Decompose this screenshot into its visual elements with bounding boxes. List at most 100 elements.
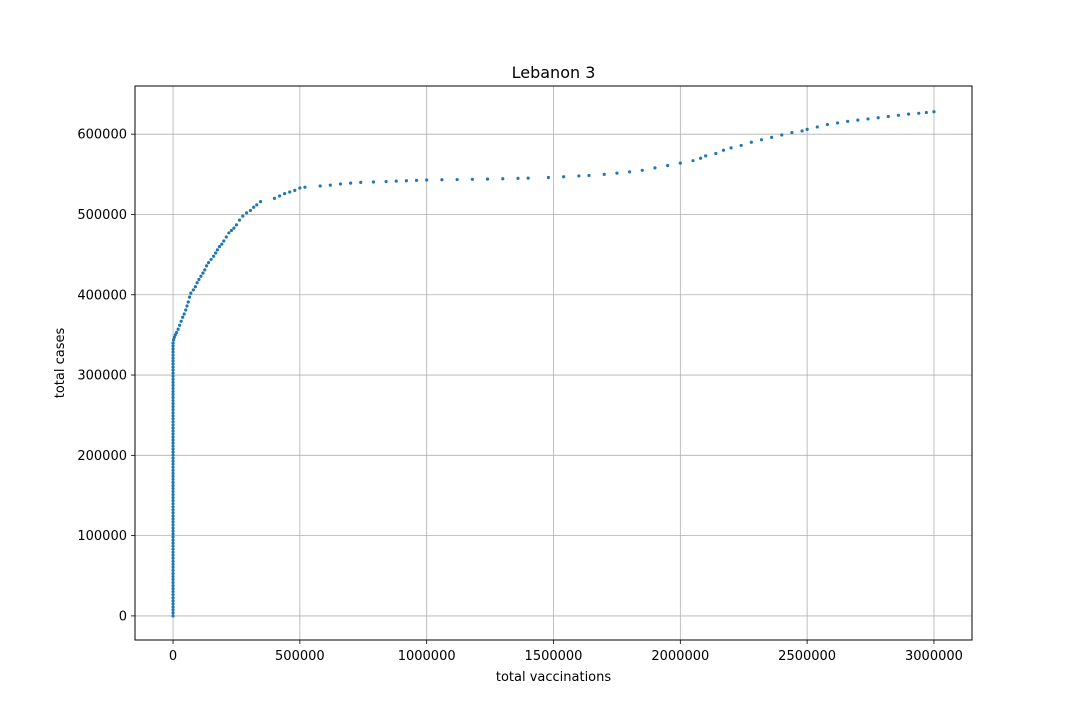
data-point xyxy=(739,143,743,148)
data-point xyxy=(171,426,175,430)
data-point xyxy=(212,254,216,258)
data-point xyxy=(171,486,175,491)
data-point xyxy=(174,330,179,335)
data-point xyxy=(171,550,175,554)
data-point xyxy=(209,257,213,262)
data-point xyxy=(171,496,175,500)
data-point xyxy=(526,176,530,180)
data-point xyxy=(171,489,175,494)
data-point xyxy=(171,371,175,375)
data-point xyxy=(440,178,444,182)
data-point xyxy=(171,577,175,582)
data-point xyxy=(714,151,718,156)
data-point xyxy=(171,420,175,424)
data-point xyxy=(171,341,175,345)
data-point xyxy=(171,450,175,454)
data-point xyxy=(896,113,901,117)
data-point xyxy=(924,110,928,115)
data-point xyxy=(203,268,207,272)
data-point xyxy=(640,168,644,172)
data-point xyxy=(171,444,175,448)
y-tick-label: 400000 xyxy=(77,288,127,303)
data-point xyxy=(485,177,490,181)
data-point xyxy=(546,175,551,180)
data-point xyxy=(699,156,703,160)
data-point xyxy=(258,200,263,204)
data-point xyxy=(189,291,193,295)
data-point xyxy=(171,347,175,351)
data-point xyxy=(217,244,222,249)
data-point xyxy=(171,544,175,548)
data-point xyxy=(171,429,175,433)
data-point xyxy=(171,583,175,588)
data-point xyxy=(171,392,175,397)
data-point xyxy=(171,468,175,472)
data-point xyxy=(171,556,175,560)
data-point xyxy=(171,599,175,603)
data-point xyxy=(171,511,175,515)
data-point xyxy=(171,374,175,378)
data-point xyxy=(414,178,419,182)
data-point xyxy=(172,335,176,339)
data-point xyxy=(171,605,175,609)
data-point xyxy=(171,483,175,488)
data-point xyxy=(171,593,175,597)
data-point xyxy=(171,408,175,412)
data-point xyxy=(171,356,175,360)
x-tick-label: 0 xyxy=(169,649,177,664)
data-point xyxy=(171,571,175,576)
data-point xyxy=(171,538,175,542)
data-point xyxy=(171,562,175,566)
data-point xyxy=(425,178,429,182)
y-tick-label: 0 xyxy=(119,609,127,624)
data-point xyxy=(815,125,819,129)
data-point xyxy=(318,184,322,188)
data-point xyxy=(248,208,253,213)
data-point xyxy=(171,359,175,363)
data-point xyxy=(171,532,175,536)
data-point xyxy=(171,611,175,615)
data-point xyxy=(917,111,921,115)
data-point xyxy=(171,456,175,460)
data-point xyxy=(171,505,175,509)
y-axis-ticks: 0 100000 200000 300000 400000 500000 600000 xyxy=(77,128,135,624)
data-point xyxy=(602,172,606,176)
data-point xyxy=(173,333,177,337)
data-point xyxy=(171,395,175,400)
data-point xyxy=(171,523,175,527)
grid-lines xyxy=(135,86,972,640)
data-point xyxy=(171,389,175,394)
data-point xyxy=(171,423,175,427)
data-point xyxy=(171,520,175,524)
data-point xyxy=(171,608,175,612)
data-point xyxy=(179,319,183,323)
data-point xyxy=(204,264,209,268)
data-point xyxy=(932,110,936,114)
data-point xyxy=(171,380,175,384)
data-point xyxy=(171,465,175,469)
data-point xyxy=(615,171,619,175)
data-point xyxy=(171,414,175,418)
data-point xyxy=(272,196,277,201)
data-point xyxy=(171,432,175,436)
data-point xyxy=(171,459,175,463)
x-axis-label: total vaccinations xyxy=(496,670,612,685)
data-point xyxy=(185,304,189,308)
data-point xyxy=(171,350,175,354)
data-point xyxy=(825,122,830,127)
data-point xyxy=(171,526,175,530)
data-point xyxy=(691,159,695,163)
data-point xyxy=(470,177,474,181)
data-point xyxy=(384,179,388,184)
data-point xyxy=(187,295,192,299)
data-point xyxy=(704,154,708,158)
data-point xyxy=(283,191,287,196)
data-point xyxy=(171,565,175,569)
data-point xyxy=(171,508,175,512)
data-point xyxy=(906,112,911,116)
data-point xyxy=(191,288,195,292)
data-point xyxy=(171,398,175,403)
data-point xyxy=(255,203,259,207)
data-point xyxy=(171,383,175,387)
data-point xyxy=(846,119,850,123)
